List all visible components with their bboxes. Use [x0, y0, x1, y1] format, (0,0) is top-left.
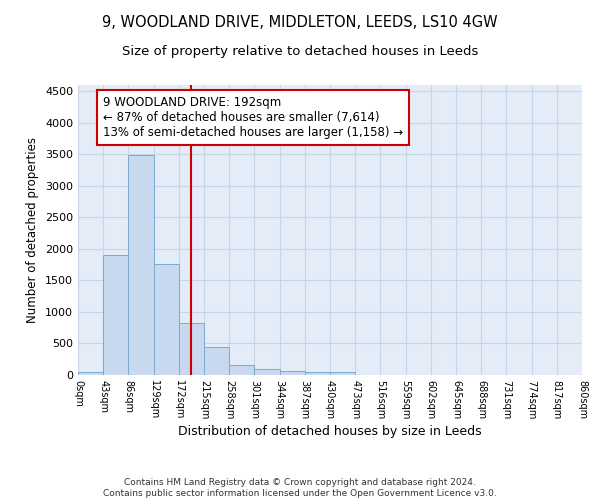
Bar: [103, 255, 128, 375]
Text: Size of property relative to detached houses in Leeds: Size of property relative to detached ho…: [122, 45, 478, 58]
Bar: [204, 346, 229, 375]
Bar: [179, 324, 204, 375]
Text: 9 WOODLAND DRIVE: 192sqm
← 87% of detached houses are smaller (7,614)
13% of sem: 9 WOODLAND DRIVE: 192sqm ← 87% of detach…: [103, 96, 403, 140]
Bar: [254, 368, 280, 375]
Bar: [280, 370, 305, 375]
Y-axis label: Number of detached properties: Number of detached properties: [26, 137, 40, 323]
Bar: [330, 372, 355, 375]
Bar: [154, 264, 179, 375]
Text: Contains HM Land Registry data © Crown copyright and database right 2024.
Contai: Contains HM Land Registry data © Crown c…: [103, 478, 497, 498]
Bar: [128, 155, 154, 375]
Bar: [78, 372, 103, 375]
X-axis label: Distribution of detached houses by size in Leeds: Distribution of detached houses by size …: [178, 425, 482, 438]
Bar: [229, 365, 254, 375]
Text: 9, WOODLAND DRIVE, MIDDLETON, LEEDS, LS10 4GW: 9, WOODLAND DRIVE, MIDDLETON, LEEDS, LS1…: [102, 15, 498, 30]
Bar: [305, 372, 330, 375]
